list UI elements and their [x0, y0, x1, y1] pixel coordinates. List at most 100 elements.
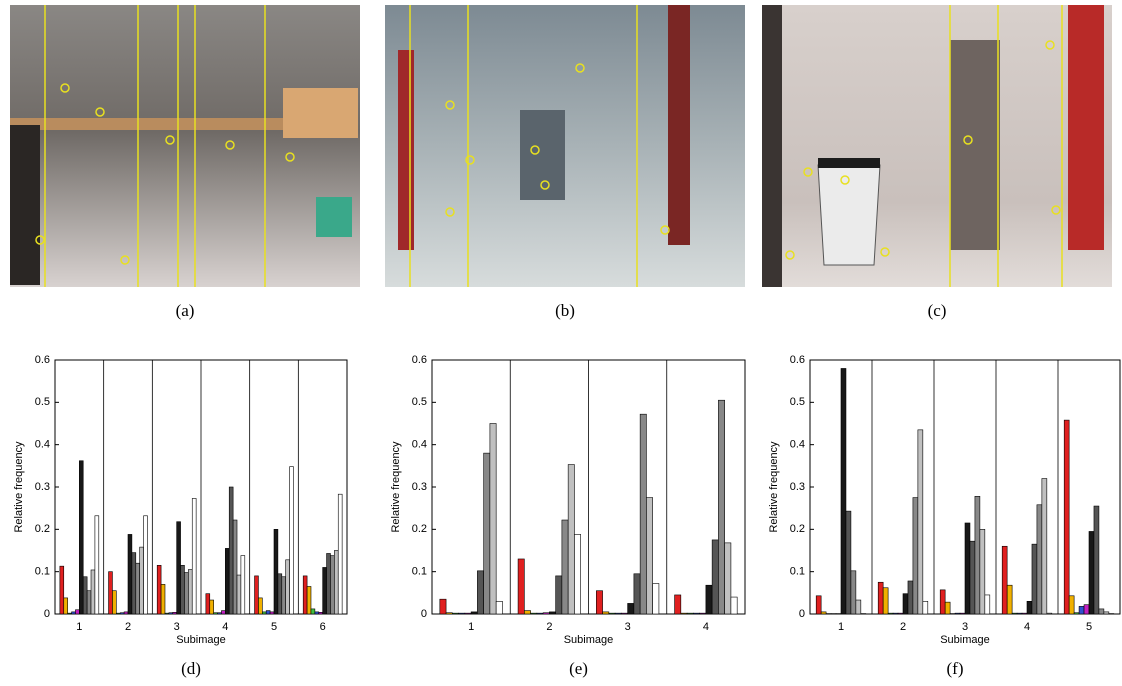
- bar: [205, 593, 211, 615]
- bar: [561, 519, 569, 615]
- bar: [979, 529, 986, 615]
- chart-caption: (e): [569, 659, 588, 678]
- bar: [1088, 531, 1095, 615]
- x-tick-label: 2: [546, 621, 552, 633]
- chart: 0 0.1 0.2 0.3 0.4 0.5 0.6 1 2 3 4 5 Subimage Relative…: [768, 354, 1121, 678]
- bar: [897, 612, 904, 615]
- photo-c: [762, 5, 1112, 287]
- x-tick-label: 5: [1086, 621, 1092, 633]
- x-tick-label: 6: [320, 621, 326, 633]
- bar: [75, 609, 80, 615]
- bar: [90, 569, 96, 615]
- photo-b: [385, 5, 745, 287]
- bar: [877, 581, 884, 615]
- bar: [845, 510, 852, 615]
- bar: [59, 565, 65, 615]
- bar: [489, 423, 497, 615]
- bar: [1046, 612, 1053, 615]
- chart-caption: (f): [947, 659, 964, 678]
- photo-caption: (c): [928, 301, 947, 320]
- bar: [213, 612, 218, 615]
- photo-caption: (a): [176, 301, 195, 320]
- x-tick-label: 2: [125, 621, 131, 633]
- bar: [917, 429, 924, 615]
- bar: [156, 565, 162, 615]
- bar: [984, 594, 991, 615]
- bar: [127, 534, 133, 615]
- y-tick-label: 0.2: [412, 523, 427, 535]
- x-axis-label: Subimage: [176, 634, 226, 646]
- bar: [959, 612, 966, 615]
- bar: [63, 597, 68, 615]
- bar: [724, 542, 732, 615]
- photo-a: [10, 5, 360, 287]
- bar: [217, 612, 222, 615]
- bar: [969, 540, 976, 615]
- bar: [1001, 545, 1008, 615]
- y-tick-label: 0.6: [790, 354, 805, 366]
- y-tick-label: 0: [799, 608, 805, 620]
- y-tick-label: 0.2: [35, 523, 50, 535]
- bar: [887, 612, 894, 615]
- bar: [882, 587, 889, 615]
- bar: [730, 596, 738, 615]
- bar: [470, 611, 478, 615]
- y-tick-label: 0.6: [412, 354, 427, 366]
- bar: [254, 575, 259, 615]
- bar: [483, 452, 491, 615]
- bar: [892, 612, 899, 615]
- bar: [330, 555, 335, 615]
- bar: [209, 599, 214, 615]
- bar: [549, 611, 556, 615]
- bar: [188, 569, 193, 615]
- bar: [228, 486, 234, 615]
- bar: [143, 515, 148, 615]
- bar: [306, 586, 312, 615]
- bar: [172, 612, 177, 615]
- y-tick-label: 0: [421, 608, 427, 620]
- y-tick-label: 0.2: [790, 523, 805, 535]
- bar: [495, 600, 503, 615]
- bar: [82, 576, 88, 615]
- bar: [71, 611, 76, 615]
- bar: [1006, 584, 1013, 615]
- bar: [1036, 504, 1043, 615]
- bar: [191, 498, 197, 615]
- bar: [907, 580, 914, 615]
- bar: [168, 612, 174, 615]
- bar: [337, 493, 343, 615]
- bar: [135, 562, 140, 615]
- bar: [608, 612, 616, 615]
- bar: [119, 612, 125, 615]
- bar: [820, 611, 827, 615]
- bar: [693, 612, 700, 615]
- bar: [974, 496, 981, 615]
- y-tick-label: 0.5: [35, 396, 50, 408]
- x-tick-label: 3: [962, 621, 968, 633]
- bar: [536, 612, 544, 615]
- bar: [555, 575, 563, 615]
- bar: [1016, 612, 1023, 615]
- bar: [699, 612, 707, 615]
- bar: [326, 553, 331, 615]
- bar: [67, 612, 72, 615]
- bar: [139, 546, 144, 615]
- bar: [273, 529, 279, 615]
- bar: [176, 521, 181, 615]
- bar: [1041, 478, 1048, 615]
- bar: [258, 597, 263, 615]
- bar: [674, 594, 682, 615]
- bar: [221, 610, 226, 615]
- bar: [79, 460, 84, 615]
- y-tick-label: 0.1: [790, 566, 805, 578]
- bar: [225, 548, 230, 615]
- x-axis-label: Subimage: [940, 634, 990, 646]
- y-tick-label: 0: [44, 608, 50, 620]
- bar: [108, 571, 113, 615]
- bar: [1068, 595, 1075, 615]
- bar: [1021, 612, 1028, 615]
- bar: [646, 497, 653, 615]
- bar: [86, 590, 92, 615]
- bar: [680, 612, 688, 615]
